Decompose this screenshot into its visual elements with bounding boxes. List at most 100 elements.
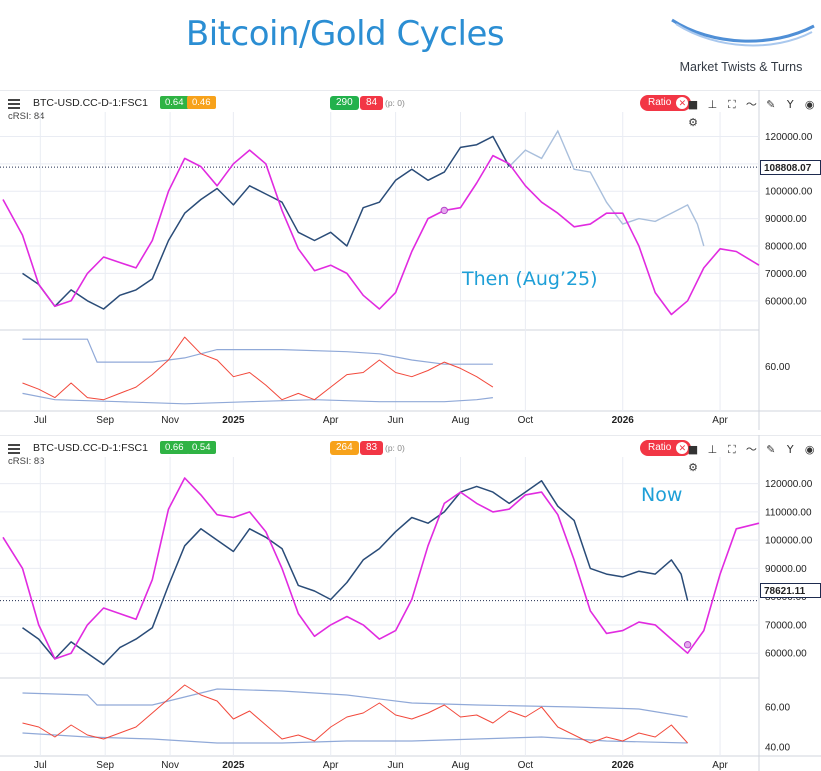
x-tick-label: 2025 [222,415,245,426]
cycle-marker [683,641,692,649]
menu-icon[interactable] [8,444,20,456]
x-tick-label: Sep [96,415,114,426]
y-tick-label: 100000.00 [765,187,813,198]
x-tick-label: Oct [518,415,534,426]
price-line [22,480,689,666]
p-label: (p: 0) [385,98,405,108]
ratio-label: Ratio [648,442,672,453]
price-line-future [508,129,705,247]
eye-icon[interactable]: ◉ [804,443,815,456]
symbol-label: BTC-USD.CC-D-1:FSC1 [33,442,148,454]
crsi-line [22,336,494,401]
p-label: (p: 0) [385,443,405,453]
y-tick-label: 80000.00 [765,242,807,253]
y-tick-label: 100000.00 [765,536,813,547]
brand-logo: Market Twists & Turns [662,8,820,88]
chart-toolbar: ■ ⊥ ⛶ 〜 ✎ Y ◉ ⚙ [686,95,821,129]
x-tick-label: Jul [34,415,47,426]
x-tick-label: Nov [161,760,179,771]
osc-tick-label: 40.00 [765,743,790,754]
fork-icon[interactable]: Y [786,443,794,456]
y-tick-label: 70000.00 [765,269,807,280]
y-tick-label: 120000.00 [765,479,813,490]
y-tick-label: 110000.00 [765,507,812,518]
x-tick-label: Jun [388,760,404,771]
crsi-label: cRSI: 83 [8,456,45,467]
cycle-line [2,477,760,660]
save-icon[interactable]: ■ [687,98,699,111]
eye-icon[interactable]: ◉ [804,98,815,111]
ratio-button[interactable]: Ratio ✕ [640,95,692,111]
x-tick-label: Sep [96,760,114,771]
annotation-now: Now [641,484,683,506]
osc-upper-band [22,688,688,718]
fullscreen-icon[interactable]: ⛶ [728,98,736,111]
crsi-pill: 83 [360,441,384,455]
y-tick-label: 90000.00 [765,564,807,575]
close-icon[interactable]: ✕ [676,442,689,454]
annotation-then: Then (Aug’25) [462,268,598,290]
ratio-label: Ratio [648,97,672,108]
brand-text: Market Twists & Turns [679,60,803,74]
crsi-label: cRSI: 84 [8,111,45,122]
x-tick-label: Aug [452,415,470,426]
chart-toolbar: ■ ⊥ ⛶ 〜 ✎ Y ◉ ⚙ [686,440,821,474]
close-icon[interactable]: ✕ [676,97,689,109]
ratio-button[interactable]: Ratio ✕ [640,440,692,456]
cycle-marker [440,206,448,215]
page-title: Bitcoin/Gold Cycles [185,14,505,54]
trend-icon[interactable]: 〜 [745,98,757,111]
osc-tick-label: 60.00 [765,362,790,373]
value-badge-green: 0.66 [160,441,189,454]
trend-icon[interactable]: 〜 [745,443,757,456]
pin-icon[interactable]: ⊥ [707,98,718,111]
price-line [22,135,510,310]
draw-icon[interactable]: ✎ [766,98,776,111]
last-price-tag: 78621.11 [760,583,821,598]
pin-icon[interactable]: ⊥ [707,443,718,456]
y-tick-label: 60000.00 [765,296,807,307]
crsi-line [22,684,688,744]
x-tick-label: Apr [712,415,728,426]
x-tick-label: 2026 [612,760,635,771]
cycle-line [2,149,760,316]
x-tick-label: 2025 [222,760,245,771]
y-tick-label: 90000.00 [765,214,807,225]
value-badge-green-2: 0.54 [187,441,216,454]
y-tick-label: 60000.00 [765,649,807,660]
value-badge-orange: 0.46 [187,96,216,109]
crsi-pill: 84 [360,96,384,110]
gear-icon[interactable]: ⚙ [688,461,698,474]
osc-lower-band [22,732,688,744]
swoosh-icon [671,18,815,47]
length-pill: 290 [330,96,359,110]
y-tick-label: 120000.00 [765,132,813,143]
x-tick-label: Aug [452,760,470,771]
length-pill: 264 [330,441,359,455]
draw-icon[interactable]: ✎ [766,443,776,456]
osc-tick-label: 60.00 [765,703,790,714]
x-tick-label: Jun [388,415,404,426]
value-badge-green: 0.64 [160,96,189,109]
x-tick-label: Apr [712,760,728,771]
chart-panel-now: BTC-USD.CC-D-1:FSC1 cRSI: 83 0.66 0.54 2… [0,435,821,771]
gear-icon[interactable]: ⚙ [688,116,698,129]
x-tick-label: Apr [323,415,339,426]
osc-upper-band [22,338,493,365]
osc-lower-band [22,392,493,405]
chart-panel-then: BTC-USD.CC-D-1:FSC1 cRSI: 84 0.64 0.46 2… [0,90,821,435]
x-tick-label: 2026 [612,415,635,426]
x-tick-label: Jul [34,760,47,771]
save-icon[interactable]: ■ [687,443,699,456]
fullscreen-icon[interactable]: ⛶ [728,443,736,456]
last-price-tag: 108808.07 [760,160,821,175]
x-tick-label: Nov [161,415,179,426]
x-tick-label: Apr [323,760,339,771]
menu-icon[interactable] [8,99,20,111]
symbol-label: BTC-USD.CC-D-1:FSC1 [33,97,148,109]
y-tick-label: 70000.00 [765,620,807,631]
x-tick-label: Oct [518,760,534,771]
fork-icon[interactable]: Y [786,98,794,111]
chart-svg-now: Jul Sep Nov 2025 Apr Jun Aug Oct 2026 Apr 120000.0… [0,435,821,771]
chart-svg-then: Jul Sep Nov 2025 Apr Jun Aug Oct 2026 Apr 120000.0… [0,90,821,430]
